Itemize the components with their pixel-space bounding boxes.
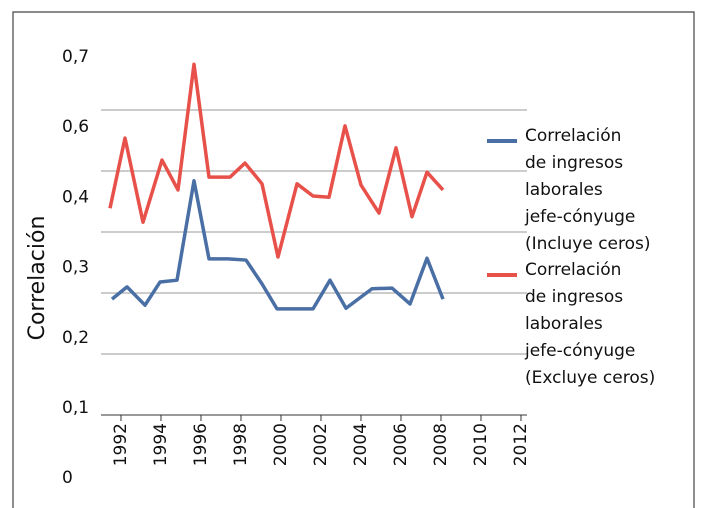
- x-tick-label: 1998: [231, 423, 251, 466]
- y-tick-label: 0: [62, 468, 73, 488]
- x-tick-label: 2002: [311, 423, 331, 466]
- x-tick-label: 2004: [351, 423, 371, 466]
- line-series: [110, 179, 445, 311]
- x-tick-label: 1992: [111, 423, 131, 466]
- y-tick-label: 0,1: [62, 398, 89, 418]
- x-tick-label: 2006: [391, 423, 411, 466]
- frame: [12, 11, 695, 508]
- x-tick-label: 2012: [511, 423, 531, 466]
- y-tick-label: 0,4: [62, 187, 89, 207]
- y-tick-label: 0,2: [62, 328, 89, 348]
- x-tick-label: 1996: [191, 423, 211, 466]
- x-tick-label: 2008: [431, 423, 451, 466]
- legend-label: Correlación de ingresos laborales jefe-c…: [525, 260, 656, 388]
- y-tick-label: 0,3: [62, 258, 89, 278]
- line-series: [108, 62, 445, 259]
- x-tick-label: 2000: [271, 423, 291, 466]
- y-axis-label: Correlación: [25, 216, 50, 341]
- x-tick-label: 2010: [471, 423, 491, 466]
- y-tick-label: 0,7: [62, 47, 89, 67]
- x-tick-label: 1994: [151, 423, 171, 466]
- y-tick-label: 0,6: [62, 117, 89, 137]
- legend-label: Correlación de ingresos laborales jefe-c…: [525, 126, 651, 254]
